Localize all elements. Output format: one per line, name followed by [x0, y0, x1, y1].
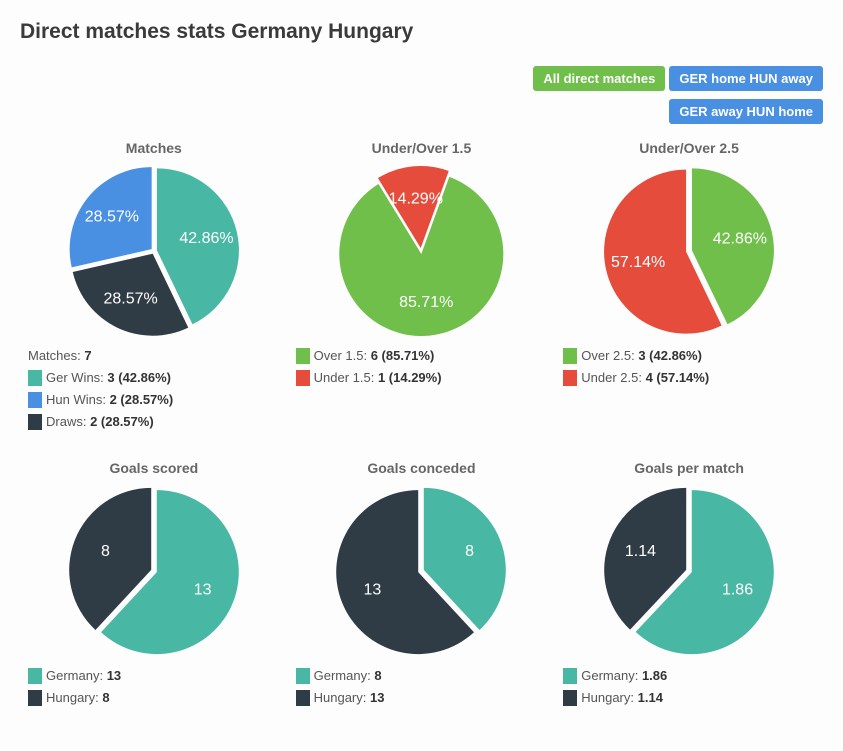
- legend-swatch: [28, 668, 42, 684]
- tab-ger-home-hun-away[interactable]: GER home HUN away: [669, 66, 823, 91]
- legend-item: Over 1.5: 6 (85.71%): [296, 348, 548, 364]
- chart-cell-under_over_25: Under/Over 2.5 42.86% 57.14% Over 2.5: 3 (4…: [555, 130, 823, 450]
- legend-item: Germany: 1.86: [563, 668, 815, 684]
- pie-chart: 42.86% 28.57% 28.57%: [67, 164, 241, 338]
- slice-label: 85.71%: [400, 294, 454, 311]
- legend-item: Hungary: 1.14: [563, 690, 815, 706]
- legend-text: Hungary: 13: [314, 690, 385, 706]
- pie-chart: 13 8: [67, 484, 241, 658]
- pie-chart: 8 13: [334, 484, 508, 658]
- legend-text: Germany: 13: [46, 668, 121, 684]
- tab-all-direct-matches[interactable]: All direct matches: [533, 66, 665, 91]
- chart-cell-goals_scored: Goals scored 13 8 Germany: 13 Hungary: 8: [20, 450, 288, 726]
- chart-wrap: 8 13: [296, 484, 548, 658]
- chart-title: Under/Over 1.5: [296, 140, 548, 156]
- legend-text: Draws: 2 (28.57%): [46, 414, 154, 430]
- chart-wrap: 42.86% 57.14%: [563, 164, 815, 338]
- legend-swatch: [28, 392, 42, 408]
- legend-text: Ger Wins: 3 (42.86%): [46, 370, 171, 386]
- slice-label: 13: [364, 581, 382, 598]
- chart-wrap: 85.71% 14.29%: [296, 164, 548, 338]
- legend-text: Germany: 8: [314, 668, 382, 684]
- filter-tabs: All direct matchesGER home HUN away GER a…: [20, 66, 823, 124]
- legend-swatch: [296, 348, 310, 364]
- slice-label: 28.57%: [85, 209, 139, 226]
- legend-text: Hungary: 1.14: [581, 690, 663, 706]
- slice-label: 14.29%: [389, 190, 443, 207]
- pie-chart: 42.86% 57.14%: [602, 164, 776, 338]
- chart-title: Under/Over 2.5: [563, 140, 815, 156]
- chart-wrap: 42.86% 28.57% 28.57%: [28, 164, 280, 338]
- chart-title: Matches: [28, 140, 280, 156]
- chart-title: Goals scored: [28, 460, 280, 476]
- slice-label: 1.14: [625, 543, 656, 560]
- legend-swatch: [563, 348, 577, 364]
- page-title: Direct matches stats Germany Hungary: [20, 20, 823, 44]
- legend-swatch: [563, 690, 577, 706]
- pie-chart: 1.86 1.14: [602, 484, 776, 658]
- slice-label: 1.86: [722, 581, 753, 598]
- legend-item: Germany: 13: [28, 668, 280, 684]
- legend-swatch: [28, 414, 42, 430]
- slice-label: 42.86%: [179, 230, 233, 247]
- legend: Germany: 8 Hungary: 13: [296, 668, 548, 706]
- tab-ger-away-hun-home[interactable]: GER away HUN home: [669, 99, 823, 124]
- legend-item: Hungary: 13: [296, 690, 548, 706]
- legend: Over 2.5: 3 (42.86%) Under 2.5: 4 (57.14%…: [563, 348, 815, 386]
- slice-label: 8: [101, 543, 110, 560]
- legend-swatch: [28, 690, 42, 706]
- legend-text: Hun Wins: 2 (28.57%): [46, 392, 173, 408]
- legend: Matches: 7 Ger Wins: 3 (42.86%) Hun Wins: …: [28, 348, 280, 430]
- chart-cell-goals_per_match: Goals per match 1.86 1.14 Germany: 1.86 Hung…: [555, 450, 823, 726]
- slice-label: 57.14%: [611, 254, 665, 271]
- legend-item: Germany: 8: [296, 668, 548, 684]
- legend-item: Hun Wins: 2 (28.57%): [28, 392, 280, 408]
- legend: Germany: 13 Hungary: 8: [28, 668, 280, 706]
- legend-item: Draws: 2 (28.57%): [28, 414, 280, 430]
- legend-header: Matches: 7: [28, 348, 280, 364]
- legend-swatch: [296, 668, 310, 684]
- chart-title: Goals per match: [563, 460, 815, 476]
- legend-swatch: [296, 370, 310, 386]
- legend-text: Under 1.5: 1 (14.29%): [314, 370, 442, 386]
- legend-item: Under 2.5: 4 (57.14%): [563, 370, 815, 386]
- legend-text: Germany: 1.86: [581, 668, 667, 684]
- chart-title: Goals conceded: [296, 460, 548, 476]
- pie-chart: 85.71% 14.29%: [334, 164, 508, 338]
- legend-swatch: [563, 370, 577, 386]
- legend-text: Over 2.5: 3 (42.86%): [581, 348, 702, 364]
- slice-label: 13: [194, 581, 212, 598]
- legend-item: Ger Wins: 3 (42.86%): [28, 370, 280, 386]
- legend-text: Over 1.5: 6 (85.71%): [314, 348, 435, 364]
- chart-cell-under_over_15: Under/Over 1.5 85.71% 14.29% Over 1.5: 6 (8…: [288, 130, 556, 450]
- legend: Germany: 1.86 Hungary: 1.14: [563, 668, 815, 706]
- legend-text: Hungary: 8: [46, 690, 110, 706]
- chart-grid: Matches 42.86% 28.57% 28.57% Matches: 7 Ger W…: [20, 130, 823, 726]
- legend-item: Hungary: 8: [28, 690, 280, 706]
- legend-swatch: [563, 668, 577, 684]
- legend-item: Under 1.5: 1 (14.29%): [296, 370, 548, 386]
- legend-text: Under 2.5: 4 (57.14%): [581, 370, 709, 386]
- slice-label: 8: [466, 543, 475, 560]
- chart-wrap: 13 8: [28, 484, 280, 658]
- legend-item: Over 2.5: 3 (42.86%): [563, 348, 815, 364]
- slice-label: 28.57%: [103, 291, 157, 308]
- legend: Over 1.5: 6 (85.71%) Under 1.5: 1 (14.29%…: [296, 348, 548, 386]
- legend-swatch: [28, 370, 42, 386]
- slice-label: 42.86%: [713, 231, 767, 248]
- chart-cell-matches: Matches 42.86% 28.57% 28.57% Matches: 7 Ger W…: [20, 130, 288, 450]
- chart-wrap: 1.86 1.14: [563, 484, 815, 658]
- chart-cell-goals_conceded: Goals conceded 8 13 Germany: 8 Hungary: 13: [288, 450, 556, 726]
- legend-swatch: [296, 690, 310, 706]
